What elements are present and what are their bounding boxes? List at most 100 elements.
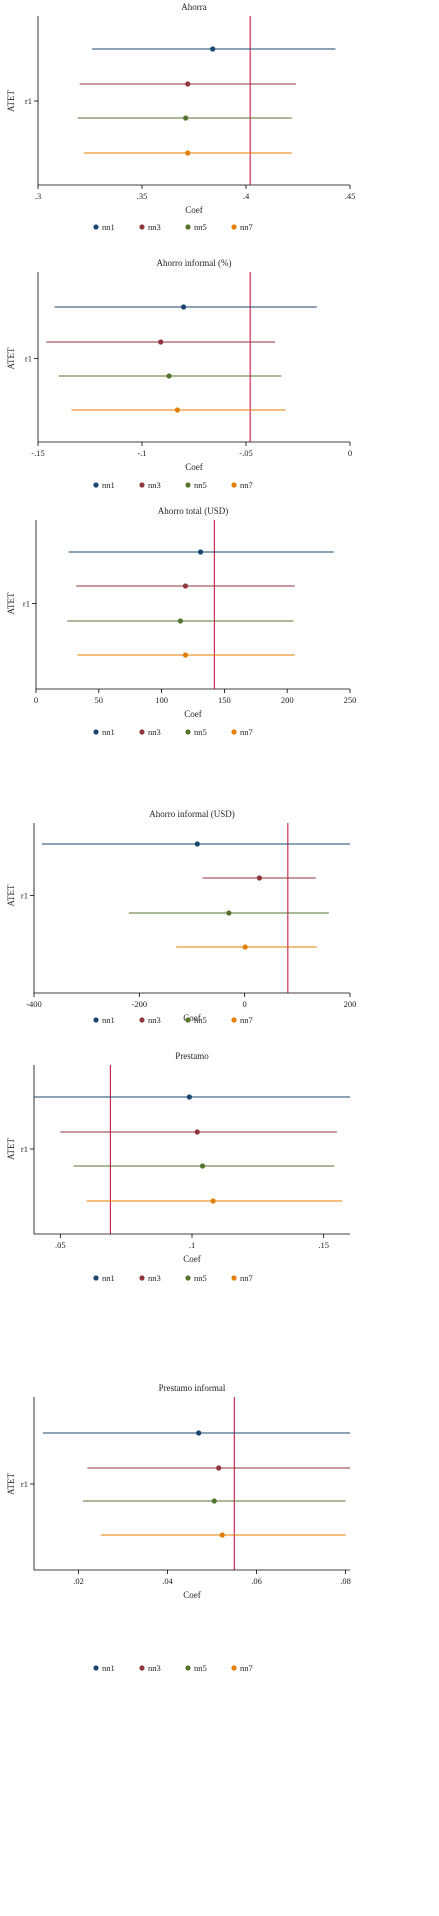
legend-label-nn1: nn1 (102, 1273, 115, 1283)
point-estimate-nn1 (197, 549, 204, 555)
x-tick-label: 0 (348, 448, 352, 458)
x-axis-label: Coef (183, 1013, 201, 1023)
point-estimate-nn1 (194, 841, 200, 847)
x-axis-label: Coef (183, 1254, 201, 1264)
y-tick-label: r1 (21, 1479, 28, 1489)
point-estimate-nn7 (219, 1532, 225, 1538)
legend-label-nn7: nn7 (240, 1273, 253, 1283)
legend-marker-nn5 (185, 482, 191, 488)
y-tick-label: r1 (23, 599, 30, 609)
point-estimate-nn1 (196, 1430, 202, 1436)
legend-label-nn7: nn7 (240, 222, 253, 232)
point-estimate-nn5 (226, 910, 232, 916)
x-tick-label: 50 (95, 695, 104, 705)
x-tick-label: 200 (344, 999, 357, 1009)
point-estimate-nn5 (166, 373, 172, 379)
x-tick-label: .3 (35, 191, 41, 201)
legend-label-nn3: nn3 (148, 1663, 161, 1673)
legend-marker-nn5 (185, 224, 191, 230)
x-tick-label: .4 (243, 191, 250, 201)
legend-marker-nn5 (185, 1665, 191, 1671)
point-estimate-nn7 (210, 1198, 216, 1204)
forest-plot-3: Ahorro total (USD) ATET r1 0 50 100 150 200 250 C… (6, 506, 357, 737)
y-axis-label: ATET (6, 1473, 16, 1495)
point-estimate-nn5 (177, 618, 184, 624)
legend-label-nn1: nn1 (102, 480, 115, 490)
x-tick-label: 250 (344, 695, 357, 705)
y-axis-label: ATET (6, 884, 16, 906)
legend-marker-nn3 (139, 729, 145, 735)
y-tick-label: r1 (25, 354, 32, 364)
x-tick-label: .1 (189, 1240, 195, 1250)
legend-marker-nn7 (231, 1665, 237, 1671)
point-estimate-nn3 (185, 81, 191, 87)
x-tick-label: 100 (155, 695, 168, 705)
legend-marker-nn7 (231, 1275, 237, 1281)
point-estimate-nn1 (186, 1094, 192, 1100)
point-estimate-nn5 (199, 1163, 206, 1169)
legend-label-nn5: nn5 (194, 1273, 207, 1283)
forest-plot-6: Prestamo informal ATET r1 .02 .04 .06 .08 Coef n… (6, 1383, 351, 1673)
legend-label-nn5: nn5 (194, 480, 207, 490)
x-tick-label: .06 (251, 1576, 262, 1586)
point-estimate-nn3 (194, 1129, 200, 1135)
chart-title: Prestamo informal (159, 1383, 226, 1393)
legend-label-nn3: nn3 (148, 222, 161, 232)
y-tick-label: r1 (21, 891, 28, 901)
legend-marker-nn5 (185, 1017, 191, 1023)
legend-marker-nn1 (93, 482, 99, 488)
legend-label-nn3: nn3 (148, 727, 161, 737)
legend-label-nn1: nn1 (102, 1015, 115, 1025)
chart-title: Prestamo (175, 1051, 209, 1061)
x-axis-label: Coef (183, 1590, 201, 1600)
point-estimate-nn7 (185, 150, 191, 156)
point-estimate-nn3 (158, 339, 164, 345)
legend-marker-nn5 (185, 1275, 191, 1281)
chart-title: Ahorro informal (USD) (149, 809, 234, 819)
legend-marker-nn3 (139, 1665, 145, 1671)
legend-marker-nn1 (93, 1017, 99, 1023)
legend-label-nn1: nn1 (102, 1663, 115, 1673)
y-axis-label: ATET (6, 592, 16, 614)
forest-plot-4: Ahorro informal (USD) ATET r1 -400 -200 0 200 C… (6, 809, 357, 1025)
y-tick-label: r1 (21, 1144, 28, 1154)
y-axis-label: ATET (6, 90, 16, 112)
legend-marker-nn1 (93, 224, 99, 230)
point-estimate-nn3 (216, 1465, 222, 1471)
forest-plot-5: Prestamo ATET r1 .05 .1 .15 Coef nn1 nn3 nn5 nn7 (6, 1051, 350, 1283)
chart-title: Ahorro informal (%) (157, 258, 232, 268)
point-estimate-nn7 (174, 407, 180, 413)
x-tick-label: .02 (73, 1576, 84, 1586)
forest-plot-2: Ahorro informal (%) ATET r1 -.15 -.1 -.05 0 Coe… (6, 258, 352, 490)
x-tick-label: .04 (162, 1576, 173, 1586)
legend-marker-nn1 (93, 1665, 99, 1671)
x-tick-label: 150 (218, 695, 231, 705)
legend-label-nn7: nn7 (240, 727, 253, 737)
legend-marker-nn3 (139, 1017, 145, 1023)
legend-label-nn5: nn5 (194, 222, 207, 232)
legend-label-nn3: nn3 (148, 480, 161, 490)
legend-label-nn3: nn3 (148, 1273, 161, 1283)
y-axis-label: ATET (6, 1138, 16, 1160)
legend-marker-nn1 (93, 1275, 99, 1281)
x-tick-label: .35 (137, 191, 148, 201)
chart-title: Ahorro total (USD) (158, 506, 229, 516)
x-tick-label: -.1 (137, 448, 146, 458)
y-tick-label: r1 (25, 96, 32, 106)
legend-marker-nn7 (231, 729, 237, 735)
x-tick-label: .15 (318, 1240, 329, 1250)
legend-label-nn5: nn5 (194, 1663, 207, 1673)
point-estimate-nn5 (183, 115, 189, 121)
legend-marker-nn3 (139, 224, 145, 230)
legend-marker-nn7 (231, 224, 237, 230)
legend-label-nn3: nn3 (148, 1015, 161, 1025)
x-tick-label: .05 (55, 1240, 66, 1250)
x-tick-label: 0 (243, 999, 247, 1009)
legend-marker-nn7 (231, 482, 237, 488)
x-tick-label: .08 (340, 1576, 351, 1586)
y-axis-label: ATET (6, 347, 16, 369)
x-tick-label: .45 (345, 191, 356, 201)
x-axis-label: Coef (185, 205, 203, 215)
x-tick-label: -.15 (31, 448, 44, 458)
